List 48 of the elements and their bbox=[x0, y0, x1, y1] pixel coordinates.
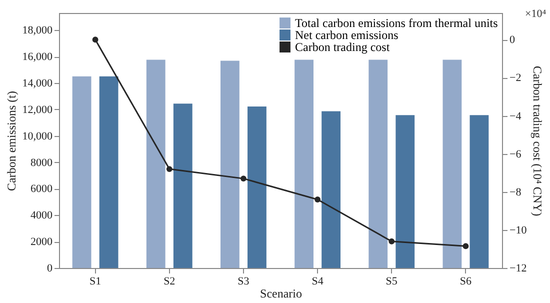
bar bbox=[368, 60, 388, 268]
bar bbox=[294, 60, 314, 268]
y2-tick-label: −8 bbox=[510, 186, 522, 198]
bar bbox=[470, 115, 489, 268]
point bbox=[462, 243, 469, 250]
bar bbox=[72, 76, 92, 268]
bar bbox=[220, 60, 240, 268]
y2-tick-label: −4 bbox=[510, 110, 522, 122]
bar bbox=[146, 60, 166, 268]
y2-tick-label: −12 bbox=[510, 262, 527, 274]
y-tick-label: 12,000 bbox=[22, 104, 53, 116]
legend-label: Net carbon emissions bbox=[295, 28, 399, 42]
legend-label: Carbon trading cost bbox=[295, 40, 390, 54]
y-tick-label: 6000 bbox=[30, 183, 53, 196]
point bbox=[314, 196, 320, 202]
point bbox=[92, 36, 98, 43]
y2-tick-label: 0 bbox=[510, 34, 516, 46]
y-tick-label: 2000 bbox=[30, 236, 53, 248]
y-tick-label: 16,000 bbox=[22, 51, 53, 64]
x-tick-label: S6 bbox=[460, 276, 472, 288]
bar bbox=[442, 60, 462, 268]
y-axis-title: Carbon emissions (t) bbox=[4, 91, 18, 191]
legend-label: Total carbon emissions from thermal units bbox=[295, 16, 498, 30]
y2-tick-label: −6 bbox=[510, 148, 522, 160]
x-tick-label: S3 bbox=[238, 276, 250, 288]
point bbox=[240, 176, 246, 182]
y-tick-label: 0 bbox=[47, 262, 53, 274]
x-tick-label: S1 bbox=[89, 276, 102, 288]
y-tick-label: 8000 bbox=[30, 156, 53, 169]
x-axis-title: Scenario bbox=[260, 286, 302, 300]
y-tick-label: 14,000 bbox=[22, 78, 53, 90]
y-tick-label: 10,000 bbox=[22, 130, 53, 142]
y-tick-label: 4000 bbox=[30, 210, 53, 222]
y-tick-label: 18,000 bbox=[22, 24, 53, 37]
x-tick-label: S2 bbox=[164, 276, 176, 288]
bar bbox=[99, 76, 118, 268]
point bbox=[388, 238, 395, 244]
bar bbox=[396, 115, 415, 268]
x-tick-label: S4 bbox=[312, 276, 324, 288]
y2-axis-title: Carbon trading cost (10⁴ CNY) bbox=[530, 66, 545, 216]
x-tick-label: S5 bbox=[386, 276, 398, 288]
bar bbox=[173, 104, 192, 268]
y2-tick-label: −10 bbox=[510, 224, 528, 236]
bar bbox=[248, 106, 266, 268]
text: ×10⁴ bbox=[525, 8, 546, 20]
y2-tick-label: −2 bbox=[510, 72, 522, 84]
bar bbox=[322, 111, 341, 268]
point bbox=[166, 166, 172, 172]
